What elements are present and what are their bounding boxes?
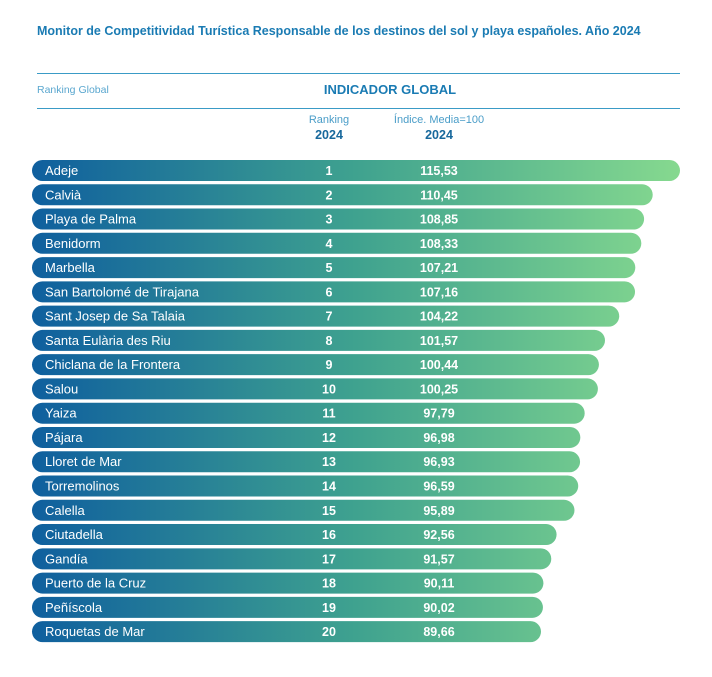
destination-label: Roquetas de Mar: [45, 624, 145, 639]
destination-label: Lloret de Mar: [45, 454, 122, 469]
destination-label: Marbella: [45, 260, 96, 275]
destination-label: Calvià: [45, 187, 82, 202]
index-value: 90,11: [424, 577, 455, 591]
top-divider: [37, 73, 680, 74]
bar-14: [32, 475, 579, 497]
destination-label: Yaiza: [45, 406, 77, 421]
destination-label: Gandía: [45, 551, 88, 566]
destination-label: Benidorm: [45, 236, 101, 251]
bar-10: [32, 378, 598, 400]
ranking-value: 8: [326, 334, 333, 348]
bar-11: [32, 402, 585, 424]
destination-label: San Bartolomé de Tirajana: [45, 284, 200, 299]
bar-19: [32, 596, 543, 618]
index-value: 96,59: [423, 480, 454, 494]
destination-label: Chiclana de la Frontera: [45, 357, 181, 372]
destination-label: Adeje: [45, 163, 78, 178]
ranking-value: 7: [326, 310, 333, 324]
index-value: 107,16: [420, 285, 458, 299]
ranking-value: 13: [322, 455, 336, 469]
index-value: 108,85: [420, 213, 458, 227]
index-value: 110,45: [420, 188, 458, 202]
index-value: 100,44: [420, 358, 458, 372]
destination-label: Santa Eulària des Riu: [45, 333, 171, 348]
header-divider: [37, 108, 680, 109]
bar-5: [32, 257, 636, 279]
chart-title: Monitor de Competitividad Turística Resp…: [37, 24, 641, 38]
bar-9: [32, 354, 599, 376]
ranking-column-year: 2024: [315, 128, 343, 142]
index-value: 91,57: [423, 552, 454, 566]
index-value: 100,25: [420, 382, 458, 396]
index-column-header: Índice. Media=100 2024: [379, 114, 499, 144]
index-value: 95,89: [423, 504, 454, 518]
bar-2: [32, 184, 653, 206]
index-value: 101,57: [420, 334, 458, 348]
ranking-column-label: Ranking: [308, 114, 350, 126]
ranking-value: 15: [322, 504, 336, 518]
ranking-global-label: Ranking Global: [37, 84, 109, 96]
ranking-value: 14: [322, 480, 336, 494]
bar-8: [32, 329, 605, 351]
indicator-title: INDICADOR GLOBAL: [323, 82, 457, 97]
index-value: 92,56: [423, 528, 454, 542]
destination-label: Pájara: [45, 430, 83, 445]
ranking-value: 11: [322, 407, 335, 421]
ranking-value: 4: [326, 237, 333, 251]
ranking-value: 16: [322, 528, 336, 542]
index-column-year: 2024: [425, 128, 453, 142]
ranking-value: 18: [322, 577, 336, 591]
destination-label: Calella: [45, 503, 86, 518]
bar-6: [32, 281, 636, 303]
index-value: 96,98: [423, 431, 454, 445]
bar-20: [32, 621, 541, 643]
index-column-label: Índice. Media=100: [393, 114, 485, 126]
index-value: 89,66: [423, 625, 454, 639]
bar-4: [32, 232, 642, 254]
ranking-value: 1: [326, 164, 333, 178]
bar-1: [32, 160, 680, 181]
ranking-value: 17: [322, 552, 336, 566]
index-value: 90,02: [423, 601, 454, 615]
bar-12: [32, 426, 581, 448]
ranking-value: 19: [322, 601, 336, 615]
ranking-value: 2: [326, 188, 333, 202]
destination-label: Torremolinos: [45, 479, 120, 494]
ranking-value: 12: [322, 431, 336, 445]
index-value: 104,22: [420, 310, 458, 324]
ranking-value: 10: [322, 382, 336, 396]
bar-3: [32, 208, 645, 230]
destination-label: Ciutadella: [45, 527, 104, 542]
destination-label: Salou: [45, 381, 78, 396]
index-value: 108,33: [420, 237, 458, 251]
ranking-value: 3: [326, 213, 333, 227]
ranking-value: 5: [326, 261, 333, 275]
bar-18: [32, 572, 544, 594]
ranking-value: 6: [326, 285, 333, 299]
index-value: 96,93: [423, 455, 454, 469]
destination-label: Peñíscola: [45, 600, 103, 615]
ranking-value: 20: [322, 625, 336, 639]
index-value: 107,21: [420, 261, 458, 275]
bar-13: [32, 451, 581, 473]
destination-label: Playa de Palma: [45, 212, 137, 227]
index-value: 115,53: [420, 164, 458, 178]
destination-label: Sant Josep de Sa Talaia: [45, 309, 186, 324]
bar-15: [32, 499, 575, 521]
bar-7: [32, 305, 620, 327]
bar-17: [32, 548, 552, 570]
destination-label: Puerto de la Cruz: [45, 576, 146, 591]
ranking-column-header: Ranking 2024: [269, 114, 389, 144]
bar-16: [32, 524, 557, 546]
index-value: 97,79: [423, 407, 454, 421]
ranking-value: 9: [326, 358, 333, 372]
